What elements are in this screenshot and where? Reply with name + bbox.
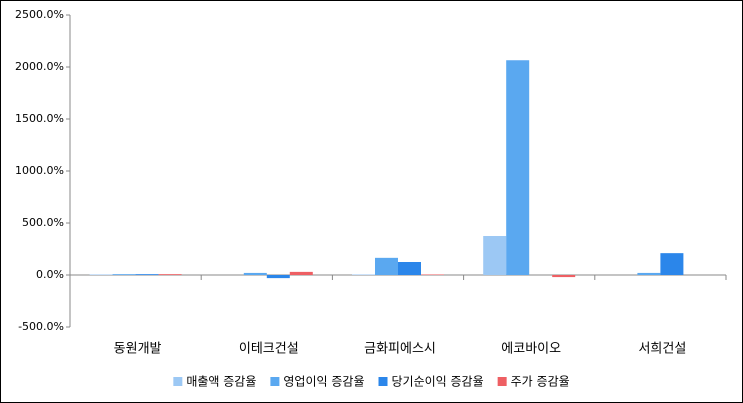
bar	[375, 257, 398, 275]
legend-swatch	[378, 377, 388, 386]
bar	[158, 274, 182, 275]
legend-swatch	[173, 377, 183, 386]
bar	[506, 60, 530, 275]
x-tick-label: 동원개발	[114, 342, 162, 357]
x-tick-label: 서희건설	[638, 342, 686, 357]
x-tick-label: 이테크건설	[239, 342, 299, 357]
y-tick-label: 500.0%	[22, 216, 64, 229]
bar	[89, 274, 113, 275]
bar	[552, 275, 576, 278]
legend-label: 당기순이익 증감율	[392, 375, 484, 389]
y-tick-label: 2000.0%	[15, 60, 64, 73]
bar	[637, 272, 661, 275]
bar	[421, 274, 444, 275]
bar	[112, 274, 136, 275]
legend-label: 매출액 증감율	[186, 375, 256, 389]
bar	[483, 236, 507, 275]
bar	[135, 274, 159, 275]
bar	[266, 275, 290, 279]
legend-label: 주가 증감율	[511, 375, 570, 389]
x-tick-label: 금화피에스시	[364, 342, 436, 357]
legend-label: 영업이익 증감율	[283, 375, 364, 389]
y-tick-label: 2500.0%	[15, 8, 64, 21]
x-tick-label: 에코바이오	[501, 342, 561, 357]
y-tick-label: 1000.0%	[15, 164, 64, 177]
bar	[398, 262, 421, 275]
legend-swatch	[497, 377, 507, 386]
bar	[660, 253, 684, 275]
y-tick-label: 1500.0%	[15, 112, 64, 125]
bar	[289, 271, 313, 275]
legend-swatch	[270, 377, 280, 386]
bar	[352, 274, 375, 275]
y-tick-label: 0.0%	[36, 268, 64, 281]
bar	[243, 272, 267, 275]
y-tick-label: -500.0%	[18, 320, 64, 333]
